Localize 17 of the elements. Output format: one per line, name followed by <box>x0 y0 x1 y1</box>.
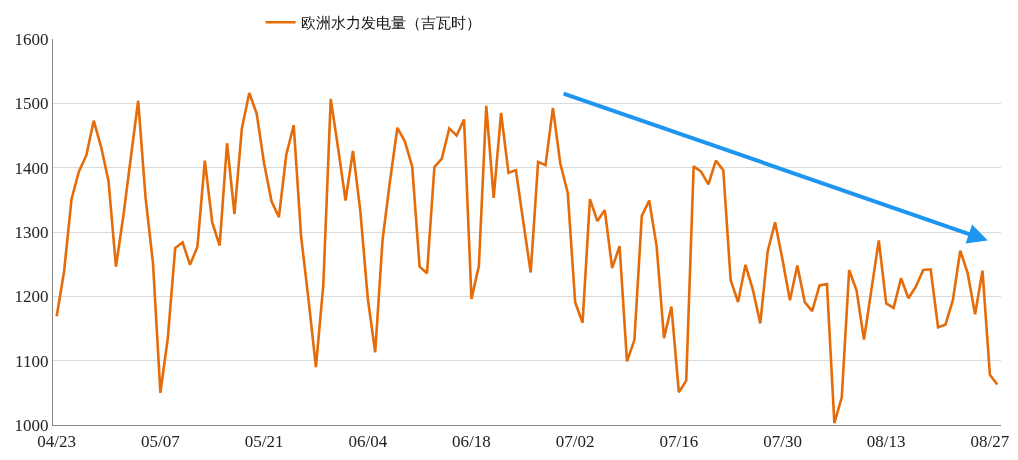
y-tick-label: 1100 <box>15 351 49 371</box>
y-tick-label: 1500 <box>14 94 49 114</box>
x-tick-label: 08/13 <box>866 431 906 451</box>
x-tick-label: 07/02 <box>555 431 595 451</box>
y-tick-label: 1400 <box>14 158 49 178</box>
x-tick-label: 05/21 <box>244 431 284 451</box>
y-tick-label: 1600 <box>14 29 49 49</box>
y-tick-label: 1300 <box>14 222 49 242</box>
y-tick-label: 1200 <box>14 287 49 307</box>
x-tick-label: 07/16 <box>659 431 699 451</box>
line-series <box>55 91 999 425</box>
x-tick-label: 07/30 <box>763 431 802 451</box>
x-tick-label: 06/18 <box>452 431 491 451</box>
x-tick-label: 06/04 <box>348 431 388 451</box>
legend-label: 欧洲水力发电量（吉瓦时） <box>300 14 481 33</box>
x-tick-label: 08/27 <box>970 431 1010 451</box>
x-tick-label: 05/07 <box>141 431 181 451</box>
